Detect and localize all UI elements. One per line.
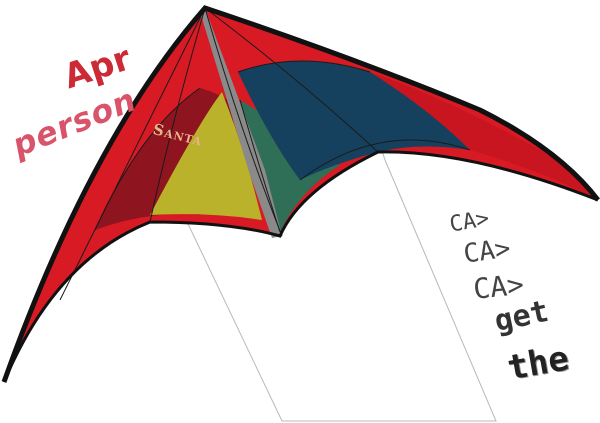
kite-frame bbox=[1, 5, 600, 383]
the-label: the bbox=[504, 338, 572, 389]
kite-wing-right bbox=[370, 72, 598, 200]
kite-panel-navy bbox=[238, 61, 470, 180]
kite-panel-green bbox=[240, 100, 340, 232]
ca-label-2: CA> bbox=[461, 233, 513, 270]
kite-seams bbox=[59, 7, 471, 301]
kite-trailing-edge bbox=[2, 150, 599, 383]
kite-panel-yellow bbox=[150, 92, 262, 220]
